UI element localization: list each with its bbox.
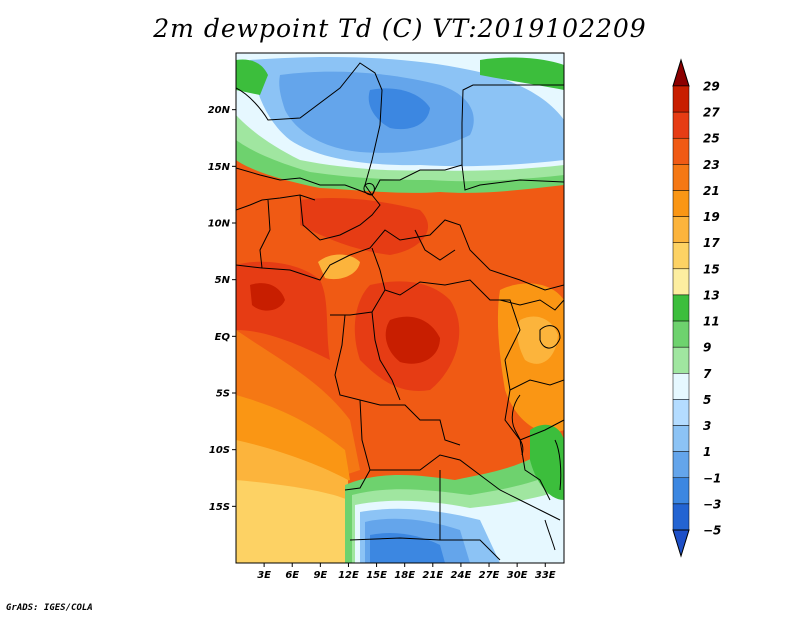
colorbar-label: 11 [703, 315, 720, 329]
lat-tick-label: 15S [209, 502, 230, 513]
colorbar-segment [672, 268, 690, 296]
colorbar: 29 27 25 23 21 19 17 15 13 11 9 7 5 3 1 −1 −3 −5 [672, 58, 721, 558]
colorbar-label: 17 [703, 236, 720, 250]
colorbar-segment [672, 399, 690, 426]
colorbar-label: −1 [703, 471, 721, 485]
field-nw-green [236, 59, 268, 95]
field-deepred-2 [250, 283, 285, 311]
lat-tick-label: 10N [208, 219, 231, 230]
colorbar-label: 13 [703, 288, 720, 302]
lon-tick-label: 24E [451, 570, 472, 581]
colorbar-segment [672, 373, 690, 400]
colorbar-segment [672, 477, 690, 505]
lon-tick-label: 6E [285, 570, 299, 581]
colorbar-segment [672, 320, 690, 348]
lat-tick-label: 15N [208, 162, 231, 173]
colorbar-segment [672, 216, 690, 243]
colorbar-label: −3 [703, 497, 721, 511]
map-field [236, 53, 564, 563]
footer-credit: GrADS: IGES/COLA [6, 603, 93, 613]
colorbar-bottom-arrow [672, 529, 690, 558]
lat-tick-label: 20N [208, 105, 231, 116]
lon-tick-label: 18E [394, 570, 415, 581]
lon-tick-label: 21E [422, 570, 443, 581]
colorbar-label: −5 [703, 524, 721, 538]
chart-title: 2m dewpoint Td (C) VT:2019102209 [153, 14, 647, 43]
lon-tick-label: 9E [313, 570, 327, 581]
lat-tick-label: 10S [209, 445, 230, 456]
colorbar-segment [672, 85, 690, 113]
colorbar-segment [672, 242, 690, 270]
colorbar-label: 15 [703, 262, 720, 276]
field-south-blue3 [370, 533, 445, 563]
lon-tick-label: 15E [366, 570, 387, 581]
colorbar-segment [672, 503, 690, 531]
lat-tick-label: 5S [216, 389, 230, 400]
map-frame [235, 52, 565, 564]
lat-tick-label: 5N [215, 275, 231, 286]
field-red-north [300, 198, 429, 255]
lon-tick-label: 30E [507, 570, 528, 581]
field-sw-paleyellow [236, 480, 350, 563]
field-ne-green [480, 57, 564, 90]
colorbar-top-arrow [672, 58, 690, 87]
lakes [363, 182, 562, 551]
colorbar-label: 21 [703, 184, 720, 198]
lon-tick-label: 3E [257, 570, 271, 581]
colorbar-segment [672, 294, 690, 322]
colorbar-label: 25 [703, 132, 720, 146]
colorbar-segment [672, 190, 690, 217]
field-se-green [530, 424, 564, 500]
field-east-yellow [517, 316, 558, 364]
lon-tick-label: 12E [338, 570, 359, 581]
field-cameroon-yellow [318, 254, 360, 280]
colorbar-label: 1 [703, 445, 711, 459]
colorbar-label: 23 [703, 158, 720, 172]
colorbar-segment [672, 164, 690, 191]
colorbar-segment [672, 111, 690, 139]
colorbar-label: 5 [703, 393, 711, 407]
longitude-axis: 3E 6E 9E 12E 15E 18E 21E 24E 27E 30E 33E [257, 563, 556, 581]
colorbar-label: 19 [703, 210, 720, 224]
colorbar-segment [672, 451, 690, 479]
field-north-blue3 [368, 88, 430, 130]
lon-tick-label: 33E [535, 570, 556, 581]
colorbar-segment [672, 425, 690, 452]
colorbar-segment [672, 346, 690, 374]
lat-tick-label: EQ [215, 332, 231, 343]
latitude-axis: 20N 15N 10N 5N EQ 5S 10S 15S [208, 105, 236, 513]
lon-tick-label: 27E [479, 570, 500, 581]
colorbar-label: 27 [703, 106, 720, 120]
colorbar-label: 7 [703, 367, 712, 381]
colorbar-segment [672, 137, 690, 165]
colorbar-label: 9 [703, 341, 711, 355]
field-deepred-1 [385, 316, 440, 364]
colorbar-label: 29 [703, 80, 720, 94]
colorbar-label: 3 [703, 419, 711, 433]
